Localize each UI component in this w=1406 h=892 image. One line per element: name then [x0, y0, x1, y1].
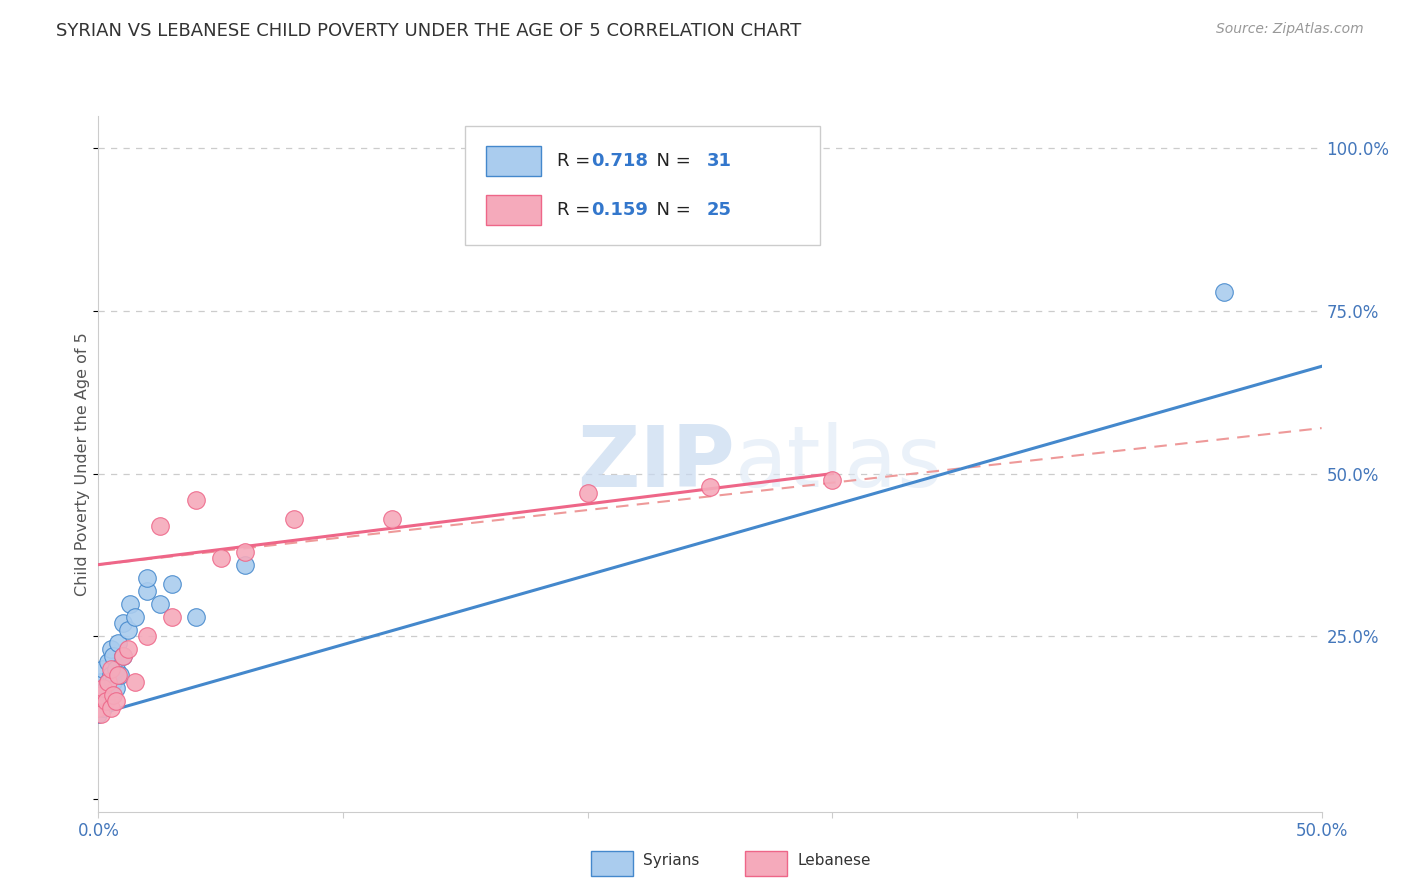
Point: [149, 518, 172, 533]
Point: [90, 707, 112, 722]
Text: R =: R =: [557, 152, 596, 170]
Point: [110, 668, 132, 682]
Text: SYRIAN VS LEBANESE CHILD POVERTY UNDER THE AGE OF 5 CORRELATION CHART: SYRIAN VS LEBANESE CHILD POVERTY UNDER T…: [56, 22, 801, 40]
FancyBboxPatch shape: [745, 851, 787, 876]
Point: [87, 707, 110, 722]
FancyBboxPatch shape: [486, 194, 541, 226]
Point: [107, 635, 129, 649]
FancyBboxPatch shape: [591, 851, 633, 876]
Point: [117, 642, 139, 657]
Point: [91, 700, 114, 714]
Point: [100, 688, 122, 702]
Point: [136, 583, 159, 598]
Point: [186, 492, 208, 507]
Point: [100, 668, 122, 682]
Point: [90, 694, 112, 708]
Text: ZIP: ZIP: [576, 422, 734, 506]
Text: Syrians: Syrians: [643, 854, 699, 868]
Text: 0.718: 0.718: [592, 152, 648, 170]
Point: [104, 694, 127, 708]
Point: [283, 512, 305, 526]
Point: [101, 674, 124, 689]
FancyBboxPatch shape: [465, 127, 820, 244]
Point: [101, 648, 124, 663]
Point: [90, 688, 112, 702]
Text: N =: N =: [645, 201, 697, 219]
Text: N =: N =: [645, 152, 697, 170]
Point: [381, 512, 404, 526]
Y-axis label: Child Poverty Under the Age of 5: Child Poverty Under the Age of 5: [75, 332, 90, 596]
Point: [111, 616, 134, 631]
Point: [100, 662, 122, 676]
Point: [136, 629, 159, 643]
Point: [149, 597, 172, 611]
Point: [1212, 285, 1234, 299]
Point: [101, 688, 124, 702]
Text: 0.159: 0.159: [592, 201, 648, 219]
Point: [107, 668, 129, 682]
Point: [111, 648, 134, 663]
Point: [97, 655, 120, 669]
Point: [94, 694, 117, 708]
Point: [186, 609, 208, 624]
Point: [94, 694, 117, 708]
Text: 25: 25: [706, 201, 731, 219]
Point: [97, 674, 120, 689]
Point: [111, 648, 134, 663]
Point: [91, 662, 114, 676]
Point: [233, 558, 256, 572]
Point: [100, 642, 122, 657]
Point: [160, 577, 183, 591]
Point: [104, 681, 127, 695]
Point: [91, 681, 114, 695]
Point: [209, 551, 232, 566]
Text: atlas: atlas: [734, 422, 942, 506]
Point: [87, 700, 110, 714]
Point: [97, 674, 120, 689]
Point: [821, 473, 844, 487]
Text: 31: 31: [706, 152, 731, 170]
Point: [699, 480, 721, 494]
Point: [160, 609, 183, 624]
Text: Source: ZipAtlas.com: Source: ZipAtlas.com: [1216, 22, 1364, 37]
Point: [120, 597, 142, 611]
Point: [117, 623, 139, 637]
Point: [124, 609, 146, 624]
Point: [576, 486, 599, 500]
Point: [90, 674, 112, 689]
FancyBboxPatch shape: [486, 145, 541, 177]
Point: [100, 700, 122, 714]
Point: [94, 681, 117, 695]
Point: [136, 571, 159, 585]
Point: [104, 662, 127, 676]
Point: [233, 544, 256, 558]
Text: R =: R =: [557, 201, 596, 219]
Text: Lebanese: Lebanese: [797, 854, 870, 868]
Point: [91, 688, 114, 702]
Point: [124, 674, 146, 689]
